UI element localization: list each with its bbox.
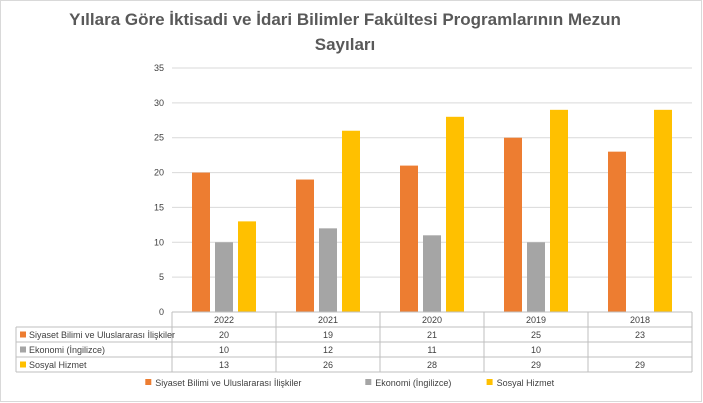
table-value: 25 bbox=[531, 330, 541, 340]
bar bbox=[238, 221, 256, 312]
table-value: 12 bbox=[323, 345, 333, 355]
category-label: 2022 bbox=[214, 315, 234, 325]
table-value: 19 bbox=[323, 330, 333, 340]
table-legend-key bbox=[20, 346, 26, 353]
legend-key bbox=[145, 379, 152, 385]
y-tick-label: 10 bbox=[154, 237, 164, 247]
table-value: 10 bbox=[219, 345, 229, 355]
bar bbox=[192, 172, 210, 312]
table-legend-key bbox=[20, 361, 26, 368]
table-value: 20 bbox=[219, 330, 229, 340]
bar bbox=[400, 165, 418, 312]
legend-label: Siyaset Bilimi ve Uluslararası İlişkiler bbox=[155, 378, 301, 388]
table-value: 10 bbox=[531, 345, 541, 355]
table-series-label: Siyaset Bilimi ve Uluslararası İlişkiler bbox=[29, 330, 175, 340]
table-value: 23 bbox=[635, 330, 645, 340]
legend-label: Sosyal Hizmet bbox=[497, 378, 555, 388]
bars bbox=[192, 109, 672, 312]
legend: Siyaset Bilimi ve Uluslararası İlişkiler… bbox=[145, 378, 555, 388]
category-label: 2021 bbox=[318, 315, 338, 325]
bar bbox=[446, 116, 464, 312]
table-value: 28 bbox=[427, 360, 437, 370]
y-tick-label: 30 bbox=[154, 98, 164, 108]
category-label: 2019 bbox=[526, 315, 546, 325]
y-axis-ticks: 0 5 10 15 20 25 30 35 bbox=[154, 63, 164, 317]
bar bbox=[550, 109, 568, 312]
bar bbox=[215, 242, 233, 312]
bar bbox=[342, 130, 360, 312]
table-value: 21 bbox=[427, 330, 437, 340]
bar bbox=[504, 137, 522, 312]
legend-key bbox=[486, 379, 493, 385]
table-value: 11 bbox=[427, 345, 436, 355]
table-legend-key bbox=[20, 331, 26, 338]
y-tick-label: 15 bbox=[154, 202, 164, 212]
table-value: 29 bbox=[531, 360, 541, 370]
y-tick-label: 20 bbox=[154, 168, 164, 178]
bar bbox=[527, 242, 545, 312]
table-value: 29 bbox=[635, 360, 645, 370]
table-series-label: Sosyal Hizmet bbox=[29, 360, 87, 370]
legend-key bbox=[365, 379, 372, 385]
table-value: 26 bbox=[323, 360, 333, 370]
bar bbox=[319, 228, 337, 312]
y-tick-label: 0 bbox=[159, 307, 164, 317]
bar bbox=[296, 179, 314, 312]
category-label: 2018 bbox=[630, 315, 650, 325]
bar bbox=[423, 235, 441, 312]
chart-title-line-1: Yıllara Göre İktisadi ve İdari Bilimler … bbox=[69, 10, 621, 29]
table-value: 13 bbox=[219, 360, 229, 370]
table-series-label: Ekonomi (İngilizce) bbox=[29, 345, 105, 355]
bar bbox=[608, 151, 626, 312]
y-tick-label: 5 bbox=[159, 272, 164, 282]
category-label: 2020 bbox=[422, 315, 442, 325]
chart-title-line-2: Sayıları bbox=[315, 35, 376, 54]
y-tick-label: 35 bbox=[154, 63, 164, 73]
bar bbox=[654, 109, 672, 312]
y-tick-label: 25 bbox=[154, 133, 164, 143]
legend-label: Ekonomi (İngilizce) bbox=[375, 378, 451, 388]
